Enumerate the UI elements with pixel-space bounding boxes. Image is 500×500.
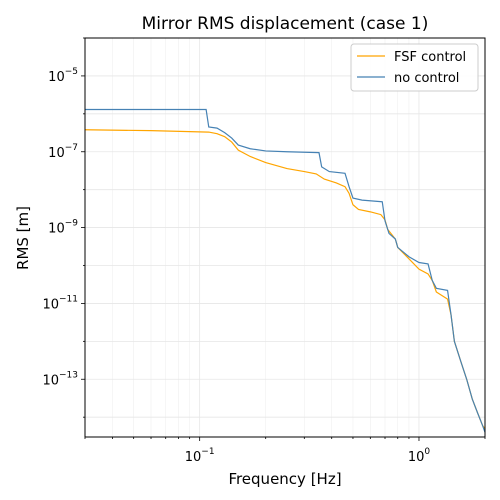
legend: FSF control no control xyxy=(350,43,479,92)
y-tick-label-exponent: −9 xyxy=(65,219,79,229)
y-axis-label: RMS [m] xyxy=(14,206,32,270)
series-layer xyxy=(85,108,485,433)
y-tick-label: 10−9 xyxy=(48,219,78,237)
y-tick-label-base: 10 xyxy=(42,297,59,312)
series-line-no-control xyxy=(85,108,485,433)
y-tick-label: 10−5 xyxy=(48,67,78,85)
y-tick-label-exponent: −5 xyxy=(65,67,78,77)
y-tick-label: 10−11 xyxy=(42,294,78,312)
y-tick-label-exponent: −13 xyxy=(59,370,78,380)
grid xyxy=(84,37,486,437)
y-tick-label-base: 10 xyxy=(48,146,65,161)
x-tick-label-base: 10 xyxy=(185,450,202,465)
y-tick-label-base: 10 xyxy=(42,373,59,388)
plot-frame xyxy=(84,37,486,438)
x-axis-label: Frequency [Hz] xyxy=(228,470,341,488)
chart-title: Mirror RMS displacement (case 1) xyxy=(142,14,429,34)
y-tick-label-exponent: −11 xyxy=(59,294,78,304)
y-tick-label-base: 10 xyxy=(48,222,65,237)
legend-label-no-control: no control xyxy=(394,71,459,86)
x-tick-label-exponent: −1 xyxy=(201,447,214,457)
x-tick-label-base: 10 xyxy=(408,450,425,465)
y-tick-label: 10−13 xyxy=(42,370,78,388)
legend-label-fsf-control: FSF control xyxy=(394,50,466,65)
x-tick-label: 10−1 xyxy=(185,447,215,465)
series-line-fsf-control xyxy=(85,129,485,429)
x-tick-label: 100 xyxy=(408,447,431,465)
y-tick-label: 10−7 xyxy=(48,143,78,161)
x-tick-label-exponent: 0 xyxy=(424,447,430,457)
y-tick-label-base: 10 xyxy=(48,70,65,85)
y-tick-label-exponent: −7 xyxy=(65,143,78,153)
